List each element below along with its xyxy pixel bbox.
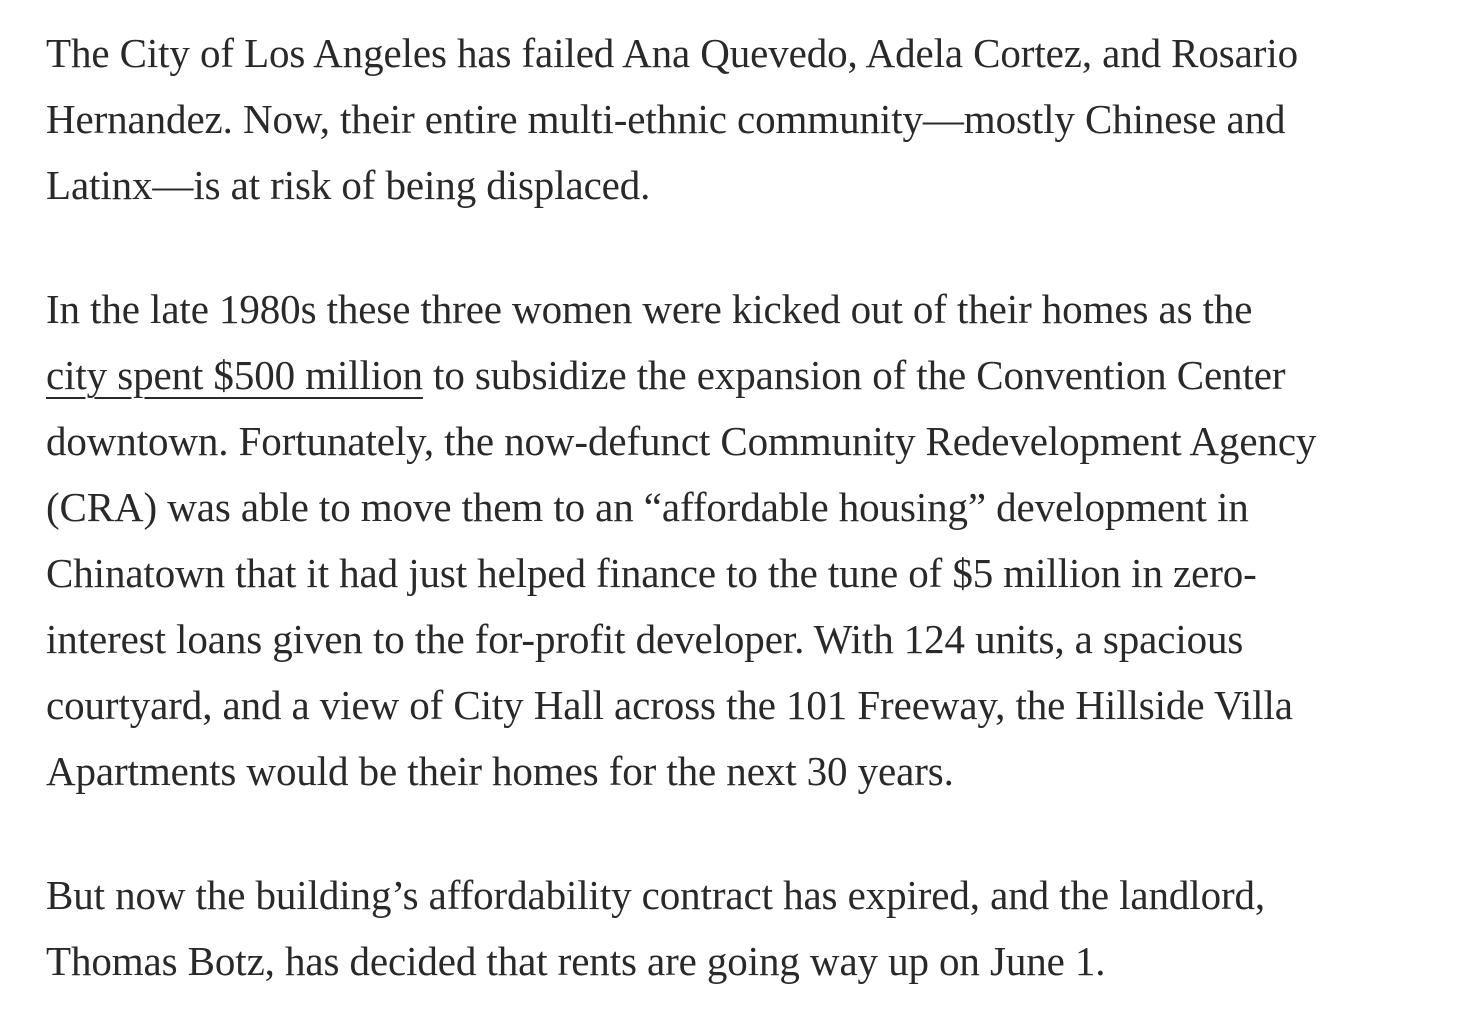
- city-spent-link[interactable]: city spent $500 million: [46, 352, 423, 398]
- text-segment: to subsidize the expansion of the Conven…: [422, 352, 1286, 398]
- text-line: The City of Los Angeles has failed Ana Q…: [46, 30, 1299, 76]
- text-line: courtyard, and a view of City Hall acros…: [46, 682, 1293, 728]
- text-line: interest loans given to the for-profit d…: [46, 616, 1244, 662]
- paragraph-intro: The City of Los Angeles has failed Ana Q…: [46, 20, 1466, 218]
- text-line: (CRA) was able to move them to an “affor…: [46, 484, 1249, 530]
- text-line: city spent $500 million to subsidize the…: [46, 342, 1466, 408]
- text-line: Hernandez. Now, their entire multi-ethni…: [46, 96, 1286, 142]
- article-body: The City of Los Angeles has failed Ana Q…: [46, 20, 1466, 994]
- text-line: In the late 1980s these three women were…: [46, 286, 1253, 332]
- text-line: Thomas Botz, has decided that rents are …: [46, 938, 1106, 984]
- text-line: downtown. Fortunately, the now-defunct C…: [46, 418, 1317, 464]
- text-line: Apartments would be their homes for the …: [46, 748, 954, 794]
- text-line: Chinatown that it had just helped financ…: [46, 550, 1257, 596]
- paragraph-history: In the late 1980s these three women were…: [46, 276, 1466, 804]
- text-line: Latinx—is at risk of being displaced.: [46, 162, 651, 208]
- paragraph-current: But now the building’s affordability con…: [46, 862, 1466, 994]
- text-line: But now the building’s affordability con…: [46, 872, 1266, 918]
